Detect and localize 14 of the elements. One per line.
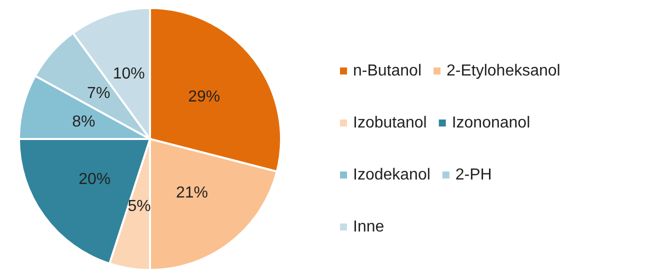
legend-label: Izobutanol [353, 114, 427, 132]
data-label: 8% [72, 113, 96, 130]
data-label: 21% [176, 184, 208, 202]
data-label: 7% [87, 85, 110, 102]
data-label: 20% [78, 170, 111, 188]
legend-label: 2-Etyloheksanol [446, 62, 560, 80]
data-label: 10% [112, 65, 145, 82]
data-label: 5% [128, 198, 151, 216]
legend-label: Izononanol [452, 114, 530, 132]
legend-label: Izodekanol [353, 166, 430, 184]
legend-label: n-Butanol [353, 62, 422, 80]
legend-label: Inne [353, 218, 384, 236]
legend-label: 2-PH [455, 166, 492, 184]
data-label: 29% [188, 88, 220, 106]
